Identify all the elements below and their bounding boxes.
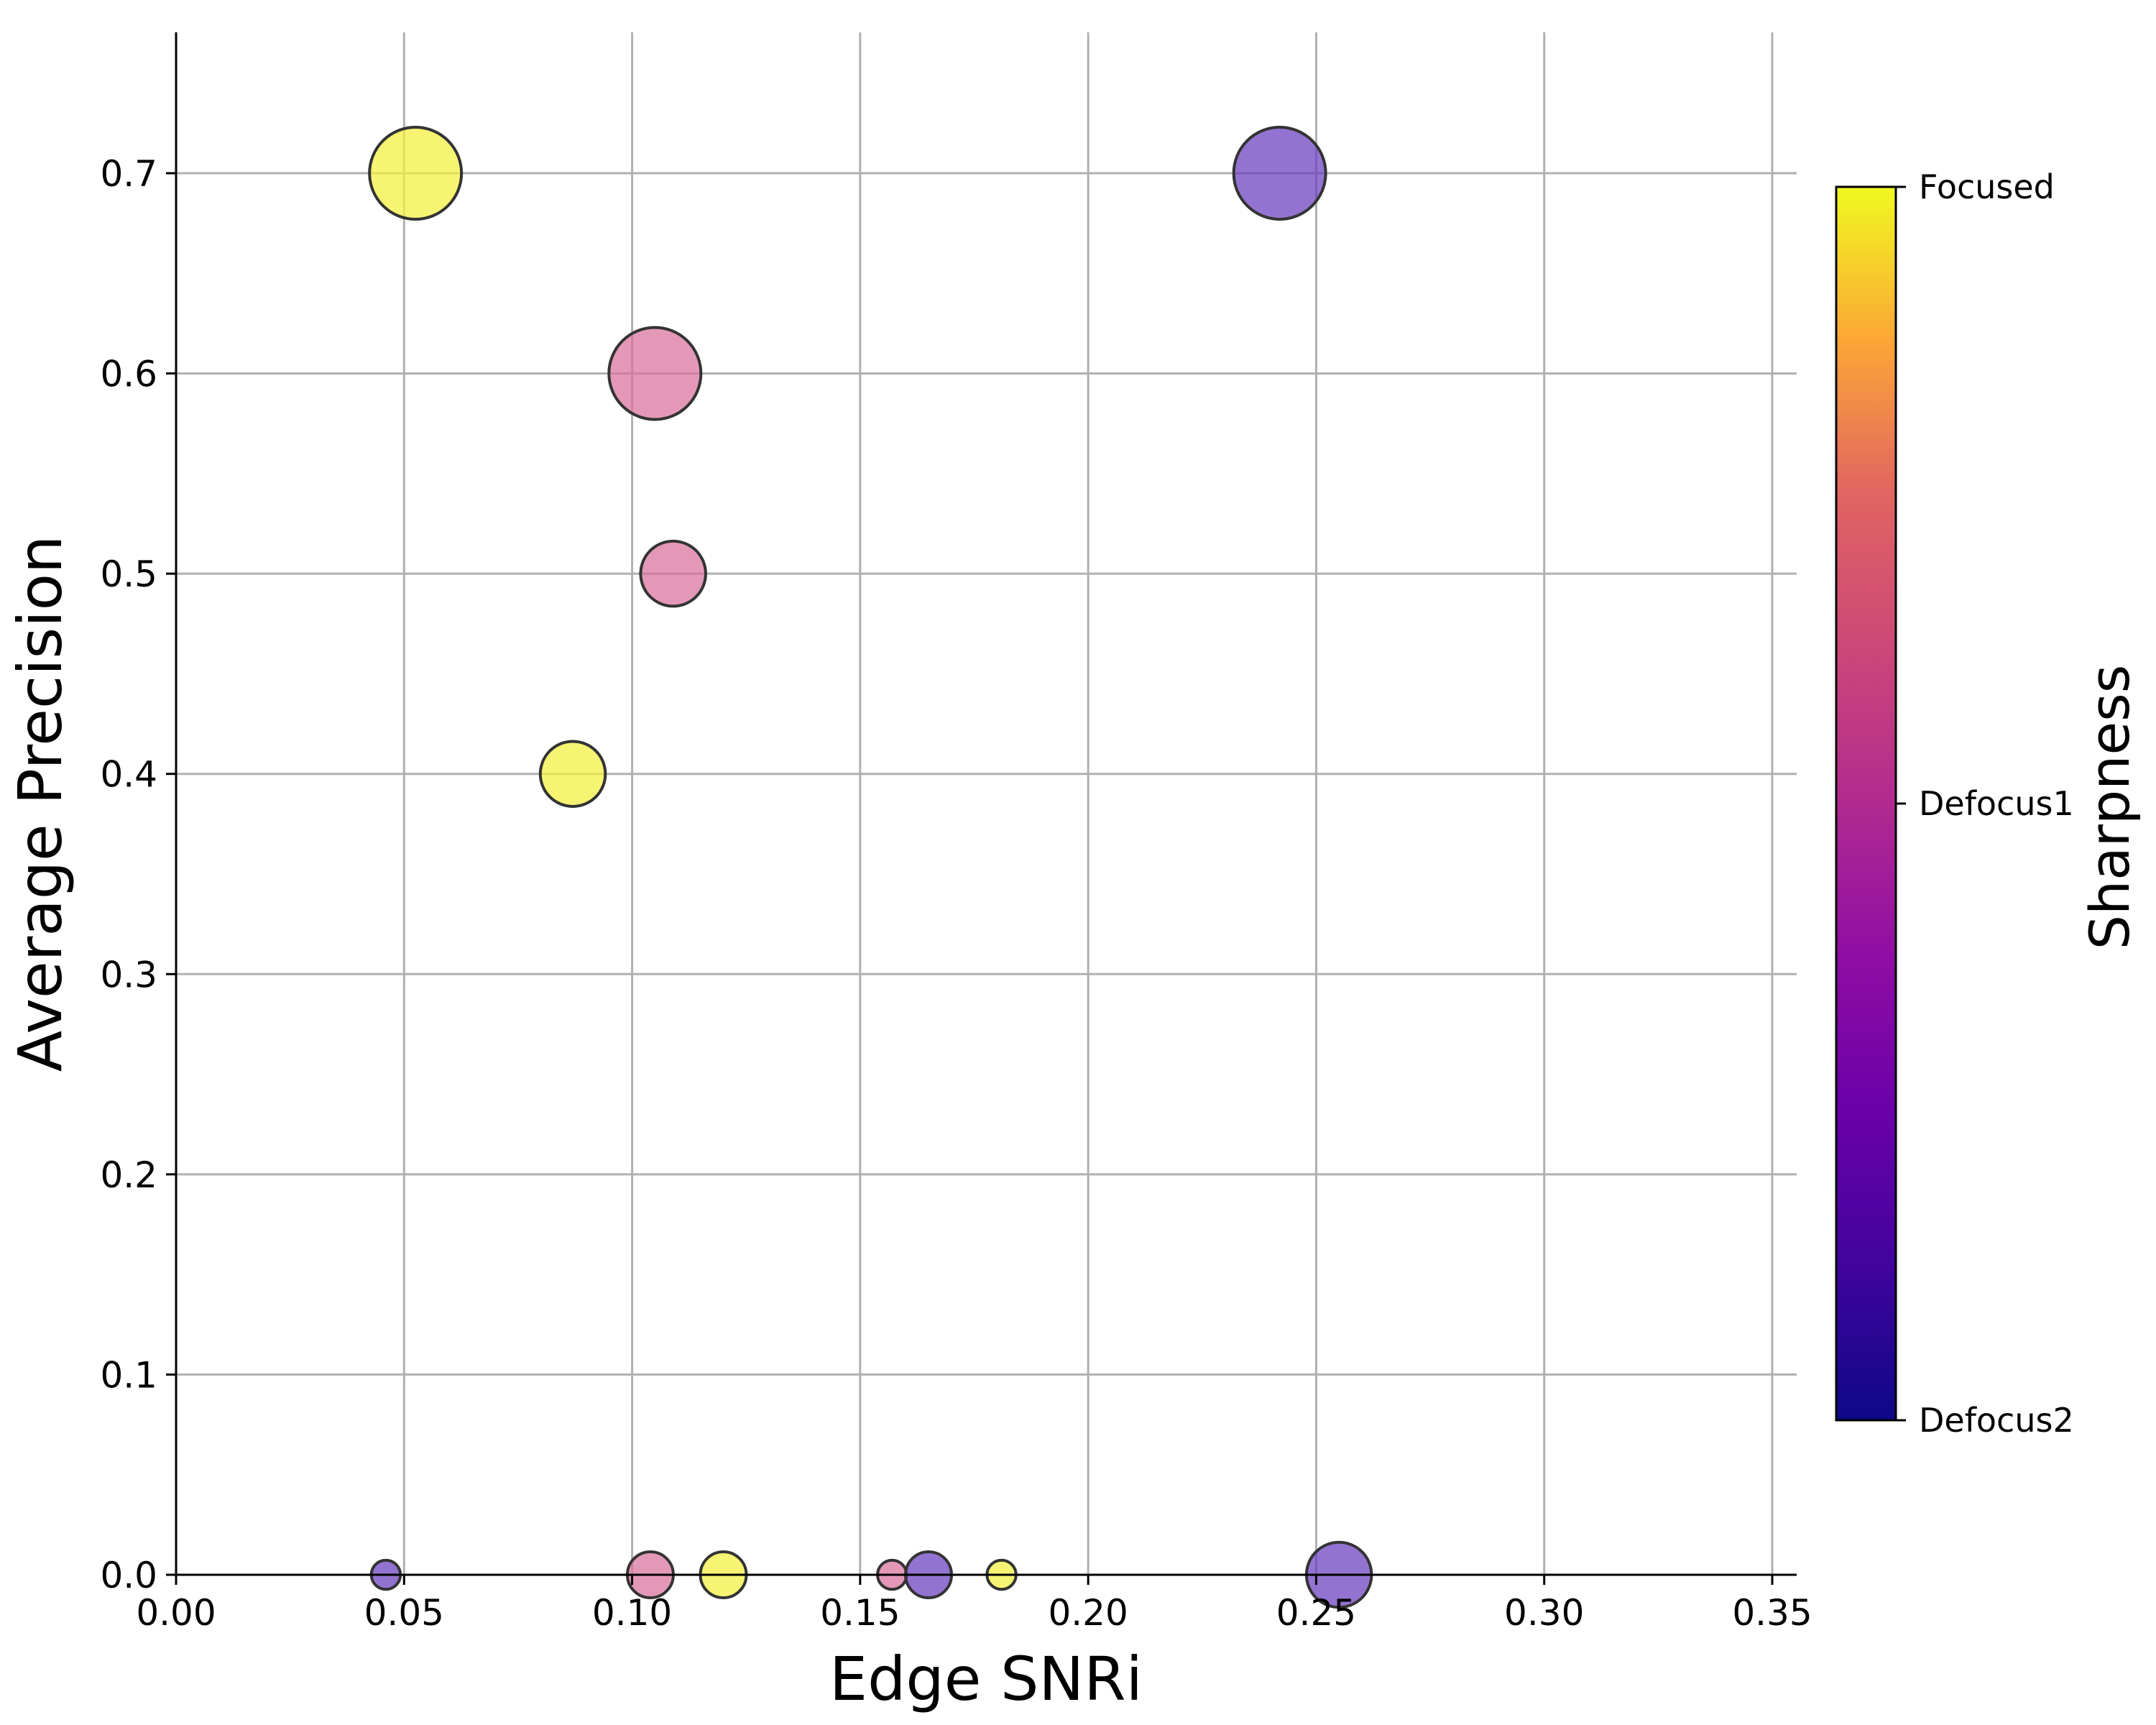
data-point [538, 740, 607, 808]
y-tick-label: 0.4 [100, 754, 157, 796]
y-tick-label: 0.3 [100, 954, 157, 995]
y-axis-title: Average Precision [5, 535, 75, 1072]
colorbar-title: Sharpness [2078, 665, 2142, 950]
y-tick-label: 0.2 [100, 1154, 157, 1196]
x-axis-title: Edge SNRi [829, 1644, 1143, 1714]
x-tick-label: 0.20 [1048, 1592, 1128, 1634]
x-tick-label: 0.35 [1732, 1592, 1812, 1634]
colorbar-tick-label: Focused [1919, 167, 2055, 206]
y-tick-label: 0.0 [100, 1555, 157, 1596]
y-axis-ticks: 0.0 0.1 0.2 0.3 0.4 0.5 0.6 0.7 [100, 153, 176, 1596]
x-tick-label: 0.10 [592, 1592, 672, 1634]
colorbar-gradient [1835, 185, 1897, 1422]
data-point [607, 326, 703, 421]
x-tick-label: 0.00 [136, 1592, 216, 1634]
colorbar: Focused Defocus1 Defocus2 Sharpness [1835, 167, 2142, 1440]
data-point [1232, 126, 1327, 221]
data-point [368, 126, 464, 221]
colorbar-ticks: Focused Defocus1 Defocus2 [1896, 167, 2074, 1440]
x-tick-label: 0.15 [820, 1592, 900, 1634]
y-tick-label: 0.6 [100, 354, 157, 395]
y-tick-label: 0.5 [100, 553, 157, 595]
x-tick-label: 0.30 [1504, 1592, 1584, 1634]
data-point [639, 539, 707, 608]
axes [175, 32, 1797, 1576]
x-tick-label: 0.25 [1276, 1592, 1356, 1634]
y-tick-label: 0.1 [100, 1354, 157, 1396]
scatter-points [368, 126, 1373, 1609]
grid-lines [175, 32, 1797, 1576]
x-tick-label: 0.05 [364, 1592, 444, 1634]
colorbar-tick-label: Defocus1 [1919, 784, 2074, 823]
y-tick-label: 0.7 [100, 153, 157, 195]
colorbar-tick-label: Defocus2 [1919, 1401, 2074, 1440]
x-axis-ticks: 0.00 0.05 0.10 0.15 0.20 0.25 0.30 0.35 [136, 1575, 1812, 1634]
